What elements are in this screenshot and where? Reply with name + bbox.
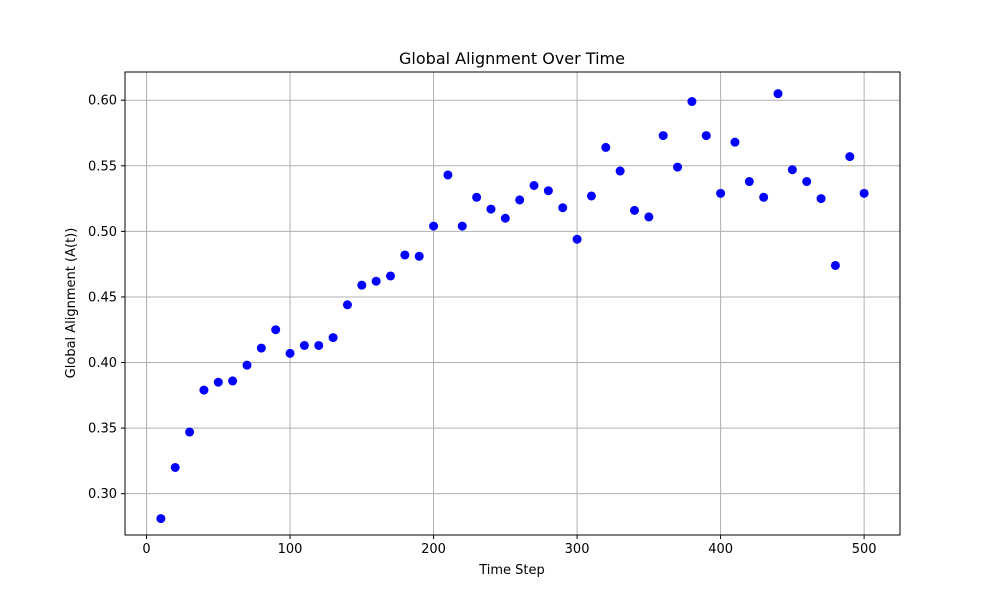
- data-point: [744, 177, 754, 187]
- data-point: [285, 348, 295, 358]
- data-point: [716, 188, 726, 198]
- x-tick-label: 300: [565, 542, 590, 557]
- data-point: [457, 221, 467, 231]
- data-point: [543, 186, 553, 196]
- x-tick-label: 400: [708, 542, 733, 557]
- data-point: [213, 377, 223, 387]
- data-point: [314, 340, 324, 350]
- data-point: [773, 89, 783, 99]
- data-point: [500, 213, 510, 223]
- data-point: [156, 514, 166, 524]
- grid: [125, 72, 900, 535]
- data-point: [601, 142, 611, 152]
- y-tick-label: 0.60: [88, 94, 117, 109]
- data-point: [342, 300, 352, 310]
- chart-title: Global Alignment Over Time: [399, 49, 625, 68]
- data-point: [701, 131, 711, 141]
- data-point: [802, 177, 812, 187]
- data-point: [586, 191, 596, 201]
- data-point: [371, 276, 381, 286]
- plot-frame: [124, 71, 901, 536]
- y-tick-label: 0.30: [88, 487, 117, 502]
- data-point: [529, 180, 539, 190]
- data-point: [386, 271, 396, 281]
- x-tick-label: 100: [278, 542, 303, 557]
- y-tick-label: 0.40: [88, 356, 117, 371]
- y-tick-label: 0.55: [88, 159, 117, 174]
- data-point: [515, 195, 525, 205]
- y-tick-label: 0.35: [88, 422, 117, 437]
- y-tick-label: 0.50: [88, 225, 117, 240]
- y-tick-label: 0.45: [88, 290, 117, 305]
- data-point: [730, 137, 740, 147]
- data-point: [328, 333, 338, 343]
- data-point: [673, 162, 683, 172]
- x-tick-label: 200: [421, 542, 446, 557]
- data-point: [816, 194, 826, 204]
- data-point: [558, 203, 568, 213]
- data-point: [472, 192, 482, 202]
- data-point: [256, 343, 266, 353]
- y-axis-label: Global Alignment (A(t)): [64, 228, 79, 379]
- data-point: [644, 212, 654, 222]
- data-points: [156, 89, 869, 524]
- x-axis-label: Time Step: [478, 563, 545, 578]
- data-point: [228, 376, 238, 386]
- data-point: [658, 131, 668, 141]
- data-point: [400, 250, 410, 260]
- data-point: [787, 165, 797, 175]
- data-point: [429, 221, 439, 231]
- data-point: [299, 340, 309, 350]
- data-point: [170, 462, 180, 472]
- data-point: [242, 360, 252, 370]
- data-point: [486, 204, 496, 214]
- data-point: [615, 166, 625, 176]
- data-point: [443, 170, 453, 180]
- data-point: [830, 260, 840, 270]
- data-point: [687, 97, 697, 107]
- data-point: [759, 192, 769, 202]
- data-point: [845, 152, 855, 162]
- data-point: [199, 385, 209, 395]
- data-point: [572, 234, 582, 244]
- data-point: [357, 280, 367, 290]
- x-tick-label: 500: [852, 542, 877, 557]
- data-point: [629, 205, 639, 215]
- x-axis-ticks: 0 100 200 300 400 500: [142, 535, 877, 557]
- data-point: [271, 325, 281, 335]
- data-point: [185, 427, 195, 437]
- x-tick-label: 0: [142, 542, 150, 557]
- data-point: [414, 251, 424, 261]
- data-point: [859, 188, 869, 198]
- y-axis-ticks: 0.30 0.35 0.40 0.45 0.50 0.55 0.60: [88, 94, 125, 502]
